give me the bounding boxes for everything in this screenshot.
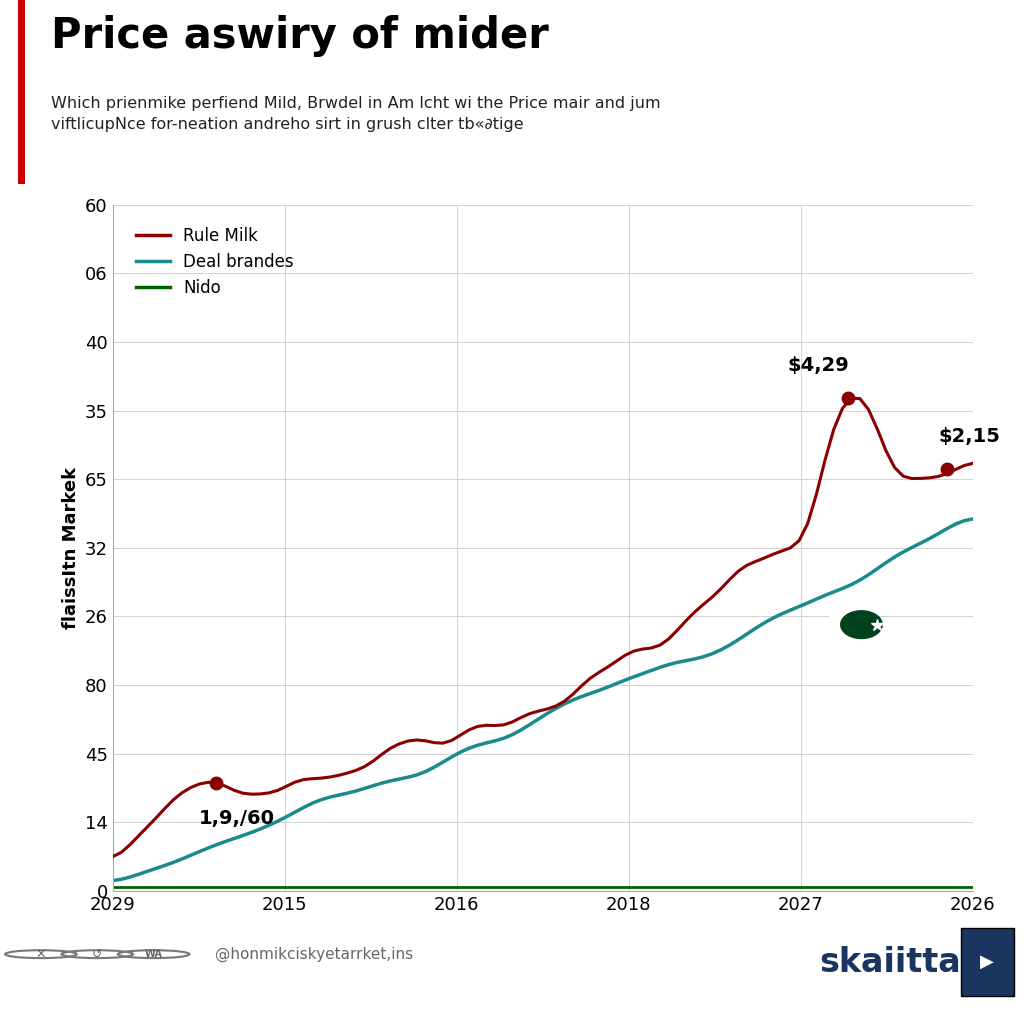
Text: ▶: ▶ xyxy=(980,953,994,971)
Text: Which prienmike perfiend Mild, Brwdel in Am lcht wi the Price mair and jum
viftl: Which prienmike perfiend Mild, Brwdel in… xyxy=(51,96,660,132)
Bar xyxy=(18,0,25,184)
Text: 1,9,/60: 1,9,/60 xyxy=(199,809,274,828)
Text: $4,29: $4,29 xyxy=(787,355,850,375)
Text: $2,15: $2,15 xyxy=(938,427,1000,446)
Polygon shape xyxy=(827,608,877,641)
FancyBboxPatch shape xyxy=(961,928,1014,995)
Text: @honmikciskyetarrket,ins: @honmikciskyetarrket,ins xyxy=(215,946,413,962)
Text: Price aswiry of mider: Price aswiry of mider xyxy=(51,14,549,56)
Y-axis label: flaissItn Markek: flaissItn Markek xyxy=(61,467,80,629)
Text: WA: WA xyxy=(144,949,163,959)
Text: skaiitta: skaiitta xyxy=(819,945,961,979)
Polygon shape xyxy=(841,611,883,638)
Text: ↺: ↺ xyxy=(92,947,102,961)
Text: ✕: ✕ xyxy=(36,947,46,961)
Legend: Rule Milk, Deal brandes, Nido: Rule Milk, Deal brandes, Nido xyxy=(130,220,300,304)
